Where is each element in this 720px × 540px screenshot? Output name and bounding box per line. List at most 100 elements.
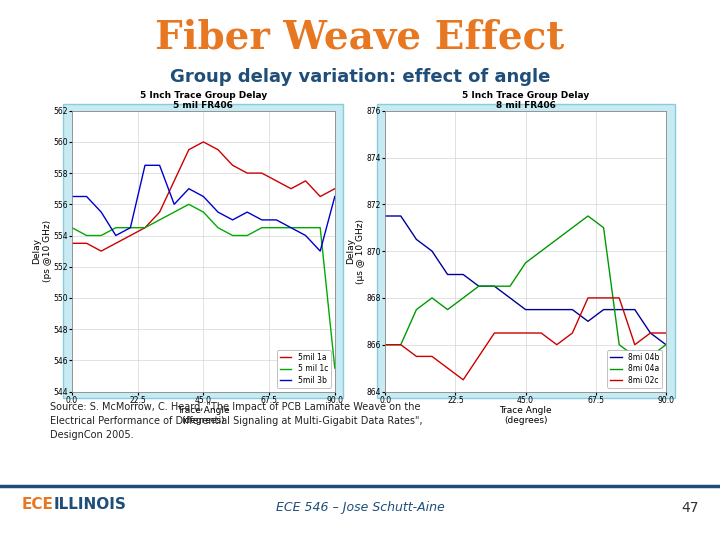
8mi 02c (568, 330, 577, 336)
8mi 04a (537, 248, 546, 254)
5mil 3b (316, 248, 325, 254)
8mi 02c (662, 330, 670, 336)
Text: ECE: ECE (22, 497, 53, 512)
5 mil 1c (199, 209, 207, 215)
Y-axis label: Delay
(ps @10 GHz): Delay (ps @10 GHz) (32, 220, 52, 282)
8mi 04b (599, 306, 608, 313)
5 mil 1c (330, 365, 339, 372)
5 mil 1c (228, 232, 237, 239)
5mil 1a (156, 209, 164, 215)
8mi 04a (552, 236, 561, 242)
5mil 3b (156, 162, 164, 168)
8mi 02c (599, 295, 608, 301)
5mil 1a (68, 240, 76, 247)
8mi 04b (615, 306, 624, 313)
8mi 04a (599, 225, 608, 231)
X-axis label: Trace Angle
(degrees): Trace Angle (degrees) (499, 406, 552, 426)
Text: Group delay variation: effect of angle: Group delay variation: effect of angle (170, 68, 550, 85)
5 mil 1c (316, 225, 325, 231)
8mi 04b (428, 248, 436, 254)
8mi 04a (646, 353, 654, 360)
8mi 04b (474, 283, 483, 289)
Text: ILLINOIS: ILLINOIS (54, 497, 127, 512)
8mi 04a (584, 213, 593, 219)
Text: Fiber Weave Effect: Fiber Weave Effect (156, 19, 564, 57)
8mi 04a (615, 341, 624, 348)
Legend: 8mi 04b, 8mi 04a, 8mi 02c: 8mi 04b, 8mi 04a, 8mi 02c (607, 350, 662, 388)
Line: 8mi 04a: 8mi 04a (385, 216, 666, 356)
5mil 3b (82, 193, 91, 200)
8mi 04a (631, 353, 639, 360)
8mi 04a (397, 341, 405, 348)
8mi 04b (381, 213, 390, 219)
8mi 04a (381, 341, 390, 348)
5 mil 1c (68, 225, 76, 231)
5 mil 1c (97, 232, 106, 239)
8mi 04a (444, 306, 452, 313)
5mil 1a (214, 146, 222, 153)
8mi 04b (662, 341, 670, 348)
8mi 02c (615, 295, 624, 301)
Line: 5mil 1a: 5mil 1a (72, 142, 335, 251)
8mi 02c (490, 330, 499, 336)
5mil 3b (214, 209, 222, 215)
8mi 04b (490, 283, 499, 289)
5mil 1a (272, 178, 281, 184)
8mi 02c (537, 330, 546, 336)
5mil 1a (330, 185, 339, 192)
X-axis label: Trace Angle
(degrees): Trace Angle (degrees) (177, 406, 230, 426)
5mil 1a (126, 232, 135, 239)
8mi 02c (584, 295, 593, 301)
5mil 3b (140, 162, 149, 168)
5mil 1a (316, 193, 325, 200)
8mi 04a (662, 341, 670, 348)
Text: Source: S. McMorrow, C. Heard, "The Impact of PCB Laminate Weave on the
Electric: Source: S. McMorrow, C. Heard, "The Impa… (50, 402, 423, 440)
5mil 1a (258, 170, 266, 177)
8mi 04b (521, 306, 530, 313)
5 mil 1c (184, 201, 193, 207)
5 mil 1c (243, 232, 251, 239)
5 mil 1c (214, 225, 222, 231)
8mi 02c (474, 353, 483, 360)
5 mil 1c (258, 225, 266, 231)
8mi 04a (428, 295, 436, 301)
8mi 04a (412, 306, 420, 313)
5mil 1a (287, 185, 295, 192)
5 mil 1c (272, 225, 281, 231)
5mil 3b (68, 193, 76, 200)
5mil 1a (228, 162, 237, 168)
8mi 04b (537, 306, 546, 313)
8mi 04b (397, 213, 405, 219)
5 mil 1c (126, 225, 135, 231)
5mil 3b (184, 185, 193, 192)
8mi 04a (568, 225, 577, 231)
5mil 1a (184, 146, 193, 153)
5mil 3b (272, 217, 281, 223)
8mi 04b (444, 271, 452, 278)
5mil 3b (126, 225, 135, 231)
8mi 04b (552, 306, 561, 313)
5mil 1a (301, 178, 310, 184)
Line: 8mi 04b: 8mi 04b (385, 216, 666, 345)
8mi 04a (490, 283, 499, 289)
Text: 47: 47 (681, 501, 698, 515)
Legend: 5mil 1a, 5 mil 1c, 5mil 3b: 5mil 1a, 5 mil 1c, 5mil 3b (277, 350, 331, 388)
8mi 02c (381, 341, 390, 348)
8mi 04b (584, 318, 593, 325)
8mi 04a (505, 283, 514, 289)
8mi 02c (397, 341, 405, 348)
8mi 02c (428, 353, 436, 360)
5mil 1a (170, 178, 179, 184)
5 mil 1c (170, 209, 179, 215)
5mil 1a (199, 139, 207, 145)
8mi 02c (646, 330, 654, 336)
Line: 5mil 3b: 5mil 3b (72, 165, 335, 251)
8mi 04b (412, 236, 420, 242)
Line: 5 mil 1c: 5 mil 1c (72, 204, 335, 368)
Text: ECE 546 – Jose Schutt-Aine: ECE 546 – Jose Schutt-Aine (276, 501, 444, 514)
8mi 04b (646, 330, 654, 336)
8mi 04a (459, 295, 467, 301)
5mil 3b (170, 201, 179, 207)
5 mil 1c (301, 225, 310, 231)
8mi 02c (459, 376, 467, 383)
